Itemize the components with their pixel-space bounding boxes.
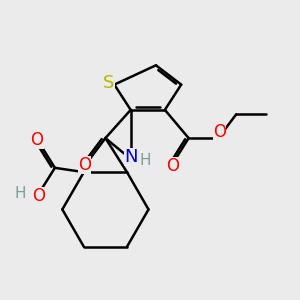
- Text: O: O: [166, 157, 179, 175]
- Text: H: H: [140, 153, 151, 168]
- Text: H: H: [15, 186, 26, 201]
- Text: N: N: [124, 148, 137, 166]
- Text: O: O: [213, 123, 226, 141]
- Text: O: O: [78, 156, 91, 174]
- Text: O: O: [31, 130, 44, 148]
- Text: O: O: [32, 187, 45, 205]
- Text: S: S: [103, 74, 115, 92]
